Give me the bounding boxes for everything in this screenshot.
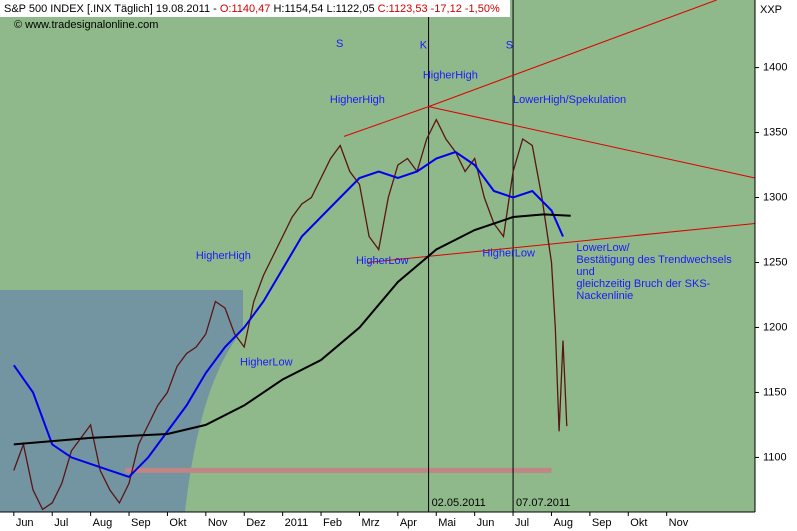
x-tick-label: Feb	[323, 517, 342, 529]
annotation: LowerHigh/Spekulation	[513, 94, 626, 106]
plot: 02.05.2011 07.07.2011 S K S HigherHigh HigherH…	[12, 0, 756, 512]
annotation: K	[420, 39, 428, 51]
y-tick-label: 1250	[763, 256, 787, 268]
moving-average	[12, 150, 564, 479]
x-tick-label: Jul	[54, 517, 68, 529]
annotation: HigherLow	[356, 255, 409, 267]
axis-label: XXP	[760, 4, 782, 16]
x-tick-label: Aug	[553, 517, 573, 529]
annotation: gleichzeitig Bruch der SKS-	[576, 278, 710, 290]
annotation: S	[506, 39, 513, 51]
x-tick-label: Mrz	[361, 517, 379, 529]
x-tick-label: Okt	[630, 517, 647, 529]
y-tick-label: 1150	[763, 386, 787, 398]
trendline	[428, 106, 756, 179]
y-tick-label: 1400	[763, 61, 787, 73]
annotation: LowerLow/	[576, 242, 630, 254]
x-tick-label: Mai	[438, 517, 456, 529]
annotation: HigherLow	[240, 356, 293, 368]
x-tick-label: Jun	[477, 517, 495, 529]
annotation: HigherHigh	[196, 250, 251, 262]
x-tick-label: Jun	[16, 517, 34, 529]
x-tick-label: Sep	[592, 517, 612, 529]
header-part: H:1154,54 L:1122,05	[270, 3, 377, 15]
x-tick-label: Dez	[246, 517, 266, 529]
x-tick-label: Aug	[93, 517, 113, 529]
annotation: HigherLow	[482, 247, 535, 259]
header-part: O:1140,47	[220, 3, 271, 15]
x-tick-label: Nov	[208, 517, 228, 529]
x-tick-label: Apr	[400, 517, 417, 529]
annotation: und	[576, 266, 594, 278]
y-tick-label: 1300	[763, 191, 787, 203]
annotation: HigherHigh	[330, 94, 385, 106]
header-part: C:1123,53 -17,12 -1,50%	[378, 3, 500, 15]
marker-label: 07.07.2011	[516, 497, 570, 509]
shaded-area	[0, 290, 243, 512]
watermark: © www.tradesignalonline.com	[14, 19, 158, 31]
y-tick-label: 1200	[763, 321, 787, 333]
marker-label: 02.05.2011	[432, 497, 486, 509]
x-tick-label: Nov	[669, 517, 689, 529]
annotation: S	[336, 38, 343, 50]
trendline	[367, 223, 756, 263]
moving-average	[13, 213, 571, 446]
header: S&P 500 INDEX [.INX Täglich] 19.08.2011 …	[4, 3, 500, 15]
header-background	[0, 0, 510, 17]
annotation: Bestätigung des Trendwechsels	[576, 254, 732, 266]
annotation: Nackenlinie	[576, 290, 633, 302]
y-tick-label: 1100	[763, 451, 787, 463]
x-tick-label: Sep	[131, 517, 151, 529]
y-tick-label: 1350	[763, 126, 787, 138]
x-tick-label: Okt	[169, 517, 186, 529]
annotation: HigherHigh	[423, 69, 478, 81]
header-part: S&P 500 INDEX [.INX Täglich] 19.08.2011 …	[4, 3, 220, 15]
x-tick-label: 2011	[285, 517, 309, 529]
x-tick-label: Jul	[515, 517, 529, 529]
